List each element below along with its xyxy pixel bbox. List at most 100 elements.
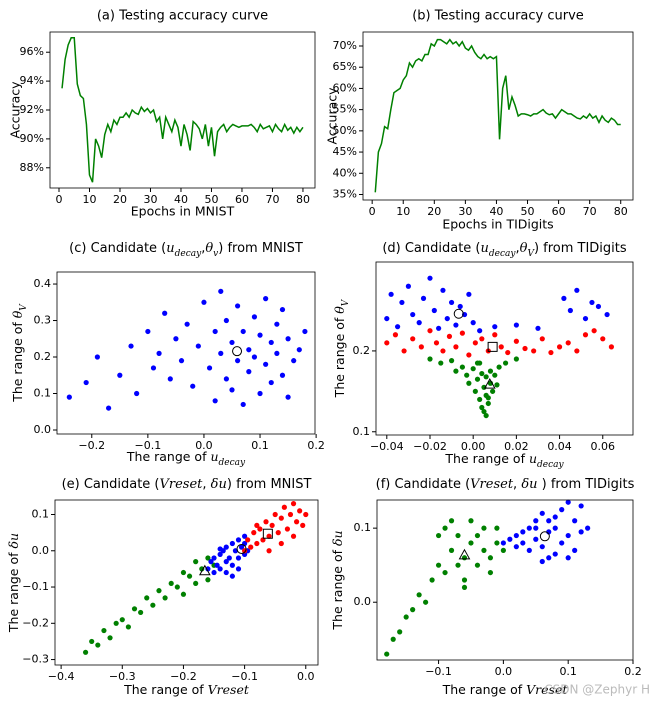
point <box>494 525 500 531</box>
chart-title-part: (d) Candidate ( <box>382 241 480 256</box>
plot-frame <box>54 499 319 666</box>
point <box>410 311 416 318</box>
point <box>66 394 72 400</box>
y-tick-label: 0.1 <box>32 508 50 521</box>
point <box>533 518 539 524</box>
y-tick-label: 45% <box>333 145 357 158</box>
point <box>263 519 269 525</box>
y-tick-label: 0.1 <box>354 521 372 534</box>
point <box>485 400 491 407</box>
chart-title-part: (c) Candidate ( <box>69 241 166 256</box>
point <box>468 540 474 546</box>
point <box>150 365 157 371</box>
point <box>173 336 179 342</box>
point <box>384 340 390 346</box>
point <box>223 559 229 565</box>
point <box>117 372 123 378</box>
y-tick-label: 50% <box>333 124 357 137</box>
point <box>82 649 89 655</box>
y-axis-label-part: The range of <box>330 546 345 631</box>
point <box>582 315 589 322</box>
y-axis-label-part: The range of <box>332 314 347 399</box>
y-tick-label: 0.2 <box>353 344 371 357</box>
point <box>533 536 539 542</box>
point <box>485 395 491 401</box>
point <box>492 372 498 378</box>
point <box>229 562 235 568</box>
y-tick-label: 0.3 <box>34 314 52 327</box>
x-tick-label: 80 <box>614 205 628 218</box>
point <box>494 382 500 388</box>
y-tick-label: 60% <box>333 81 357 94</box>
point <box>211 569 217 576</box>
point <box>291 358 297 364</box>
point <box>498 344 504 350</box>
x-axis-label-part: Vreset <box>526 682 568 697</box>
point <box>552 551 558 557</box>
x-tick-label: 0.2 <box>624 665 642 678</box>
point <box>589 299 595 306</box>
line <box>374 38 621 193</box>
point <box>552 514 558 520</box>
y-tick-label: 88% <box>20 161 44 174</box>
point <box>405 283 411 289</box>
point <box>218 350 224 356</box>
point <box>254 540 260 547</box>
x-tick-label: 50 <box>521 205 535 218</box>
point <box>223 376 229 382</box>
point <box>420 295 427 301</box>
point <box>257 526 263 532</box>
chart-title: (b) Testing accuracy curve <box>412 9 584 24</box>
x-tick-label: 30 <box>143 193 157 206</box>
point <box>427 275 433 281</box>
point <box>214 562 220 568</box>
center-marker <box>453 308 464 319</box>
point <box>242 533 248 539</box>
point <box>156 588 162 594</box>
point <box>125 624 131 630</box>
point <box>459 364 465 370</box>
center-marker <box>483 378 496 389</box>
center-marker <box>198 564 211 576</box>
point <box>604 311 610 318</box>
point <box>212 398 218 404</box>
point <box>287 511 294 518</box>
center-marker <box>487 341 498 352</box>
point <box>274 350 280 356</box>
y-axis-label: Accuracy <box>8 81 23 139</box>
point <box>470 366 476 372</box>
x-tick-label: 0.0 <box>297 670 315 683</box>
point <box>168 580 174 587</box>
y-tick-label: 0.1 <box>353 425 371 438</box>
point <box>440 287 446 293</box>
chart-title-part: , <box>201 241 205 256</box>
point <box>263 361 269 367</box>
point <box>290 501 297 507</box>
point <box>435 562 442 568</box>
point <box>251 314 258 320</box>
point <box>470 320 476 326</box>
x-tick-label: 40 <box>489 205 503 218</box>
point <box>106 405 112 411</box>
point <box>410 336 416 342</box>
point <box>217 566 223 572</box>
x-axis-label-part: The range of <box>126 449 211 464</box>
point <box>180 569 187 576</box>
chart-title-part: ) from MNIST <box>218 241 303 256</box>
point <box>403 614 409 620</box>
chart-title-part: Vreset <box>160 477 204 492</box>
point <box>150 602 156 608</box>
point <box>223 317 229 324</box>
y-tick-label: 0.0 <box>34 423 52 436</box>
x-tick-label: 0 <box>55 193 62 206</box>
point <box>448 518 455 524</box>
point <box>186 573 193 579</box>
point <box>572 547 578 553</box>
point <box>263 296 269 302</box>
x-tick-label: −0.1 <box>231 670 258 683</box>
point <box>246 369 252 375</box>
x-axis-label-part: decay <box>537 460 564 470</box>
point <box>388 291 394 297</box>
point <box>254 522 260 528</box>
x-tick-label: 80 <box>296 193 310 206</box>
